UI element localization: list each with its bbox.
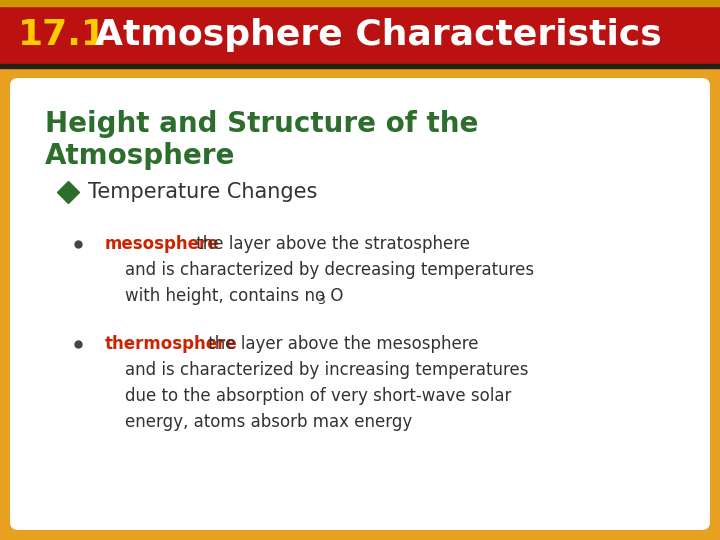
Text: mesosphere: mesosphere <box>105 235 220 253</box>
Bar <box>0 64 720 68</box>
Text: thermosphere: thermosphere <box>105 335 238 353</box>
Text: and is characterized by decreasing temperatures: and is characterized by decreasing tempe… <box>125 261 534 279</box>
Text: Temperature Changes: Temperature Changes <box>88 182 318 202</box>
Text: Atmosphere: Atmosphere <box>45 142 235 170</box>
Text: with height, contains no O: with height, contains no O <box>125 287 343 305</box>
Text: the layer above the mesosphere: the layer above the mesosphere <box>203 335 479 353</box>
Text: and is characterized by increasing temperatures: and is characterized by increasing tempe… <box>125 361 528 379</box>
Bar <box>0 6 720 64</box>
Bar <box>0 0 720 6</box>
Text: 3: 3 <box>317 294 325 307</box>
FancyBboxPatch shape <box>10 78 710 530</box>
Text: the layer above the stratosphere: the layer above the stratosphere <box>191 235 470 253</box>
Text: energy, atoms absorb max energy: energy, atoms absorb max energy <box>125 413 413 431</box>
Text: Height and Structure of the: Height and Structure of the <box>45 110 478 138</box>
Text: Atmosphere Characteristics: Atmosphere Characteristics <box>95 18 662 52</box>
Text: due to the absorption of very short-wave solar: due to the absorption of very short-wave… <box>125 387 511 405</box>
Text: 17.1: 17.1 <box>18 18 107 52</box>
